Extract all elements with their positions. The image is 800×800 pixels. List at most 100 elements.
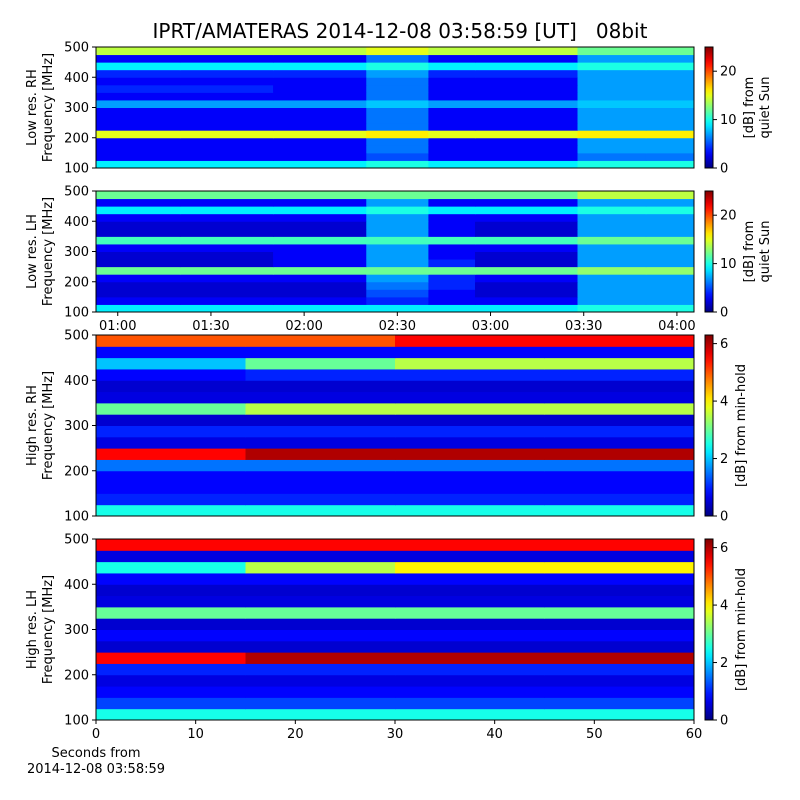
heatmap-cell [273, 115, 367, 124]
heatmap-cell [645, 84, 695, 93]
heatmap-cell [96, 115, 181, 124]
heatmap-cell [474, 92, 579, 101]
heatmap-cell [645, 107, 695, 116]
heatmap-cell [474, 145, 579, 154]
y-tick-label: 300 [64, 101, 89, 116]
heatmap-cell [577, 198, 647, 207]
x-axis-label: Seconds from [51, 746, 140, 761]
colorbar-label: [dB] from [742, 77, 757, 139]
heatmap-cell [96, 708, 246, 721]
heatmap-cell [395, 697, 545, 710]
heatmap-cell [245, 697, 396, 710]
y-axis-label: Low res. LH [25, 214, 40, 289]
heatmap-cell [179, 198, 274, 207]
heatmap-cell [645, 266, 695, 275]
heatmap-cell [273, 266, 367, 275]
colorbar-tick-label: 4 [720, 395, 728, 410]
heatmap-cell [96, 391, 246, 404]
heatmap-cell [245, 448, 396, 460]
heatmap-cell [96, 539, 246, 551]
y-axis-label: Frequency [MHz] [41, 197, 56, 306]
heatmap-cell [366, 160, 429, 169]
heatmap-cell [474, 281, 579, 290]
heatmap-cell [428, 251, 476, 260]
heatmap-cell [366, 304, 429, 313]
heatmap-cell [245, 539, 396, 551]
x-tick-label: 03:00 [472, 319, 509, 334]
heatmap-cell [474, 122, 579, 131]
heatmap-cell [366, 152, 429, 161]
heatmap-cell [577, 274, 647, 283]
heatmap-cell [179, 62, 274, 71]
heatmap-cell [428, 99, 476, 108]
y-axis-label: High res. LH [25, 590, 40, 669]
heatmap-cell [366, 259, 429, 268]
heatmap-cell [474, 266, 579, 275]
heatmap-cell [179, 137, 274, 146]
heatmap-cell [96, 228, 181, 237]
heatmap-cell [474, 296, 579, 305]
heatmap-cell [544, 470, 695, 483]
heatmap-cell [245, 550, 396, 563]
heatmap-cell [428, 236, 476, 245]
heatmap-cell [366, 236, 429, 245]
heatmap-cell [96, 274, 181, 283]
heatmap-cell [577, 99, 647, 108]
heatmap-cell [474, 191, 579, 200]
heatmap-cell [474, 206, 579, 215]
y-axis-label: Frequency [MHz] [41, 53, 56, 162]
colorbar-label: [dB] from [742, 221, 757, 283]
heatmap-cell [577, 122, 647, 131]
heatmap-cell [395, 380, 545, 393]
colorbar-tick-label: 4 [720, 599, 728, 614]
heatmap-cell [428, 92, 476, 101]
heatmap-cell [577, 213, 647, 222]
y-tick-label: 300 [64, 245, 89, 260]
heatmap-cell [474, 221, 579, 230]
heatmap-cell [428, 69, 476, 78]
heatmap-cell [366, 54, 429, 63]
heatmap-cell [474, 54, 579, 63]
heatmap-cell [395, 629, 545, 642]
colorbar-tick-label: 20 [720, 209, 737, 224]
heatmap-cell [544, 493, 695, 506]
y-tick-label: 200 [64, 668, 89, 683]
heatmap-cell [245, 414, 396, 426]
heatmap-cell [96, 436, 246, 449]
heatmap-cell [645, 289, 695, 298]
heatmap-cell [273, 137, 367, 146]
y-tick-label: 400 [64, 71, 89, 86]
heatmap-cell [245, 652, 396, 664]
y-tick-label: 500 [64, 533, 89, 548]
heatmap-cell [474, 228, 579, 237]
heatmap-cell [428, 137, 476, 146]
colorbar-tick-label: 6 [720, 337, 728, 352]
heatmap-cell [179, 221, 274, 230]
heatmap-cell [544, 640, 695, 653]
heatmap-cell [645, 274, 695, 283]
heatmap-cell [577, 243, 647, 252]
heatmap-cell [544, 482, 695, 494]
heatmap-cell [645, 62, 695, 71]
heatmap-cell [395, 572, 545, 585]
heatmap-cell [96, 357, 246, 370]
heatmap-cell [577, 115, 647, 124]
colorbar-tick-label: 0 [720, 510, 728, 525]
colorbar-tick-label: 2 [720, 452, 728, 467]
heatmap-cell [366, 69, 429, 78]
heatmap-cell [179, 236, 274, 245]
heatmap-cell [428, 228, 476, 237]
heatmap-cell [96, 652, 246, 664]
heatmap-cell [96, 296, 181, 305]
heatmap-cell [544, 448, 695, 460]
heatmap-cell [96, 130, 181, 139]
heatmap-cell [544, 572, 695, 585]
y-tick-label: 400 [64, 578, 89, 593]
heatmap-cell [474, 77, 579, 86]
heatmap-cell [245, 335, 396, 347]
heatmap-cell [395, 550, 545, 563]
heatmap-cell [544, 346, 695, 359]
heatmap-cell [474, 99, 579, 108]
heatmap-cell [544, 686, 695, 698]
heatmap-cell [96, 122, 181, 131]
